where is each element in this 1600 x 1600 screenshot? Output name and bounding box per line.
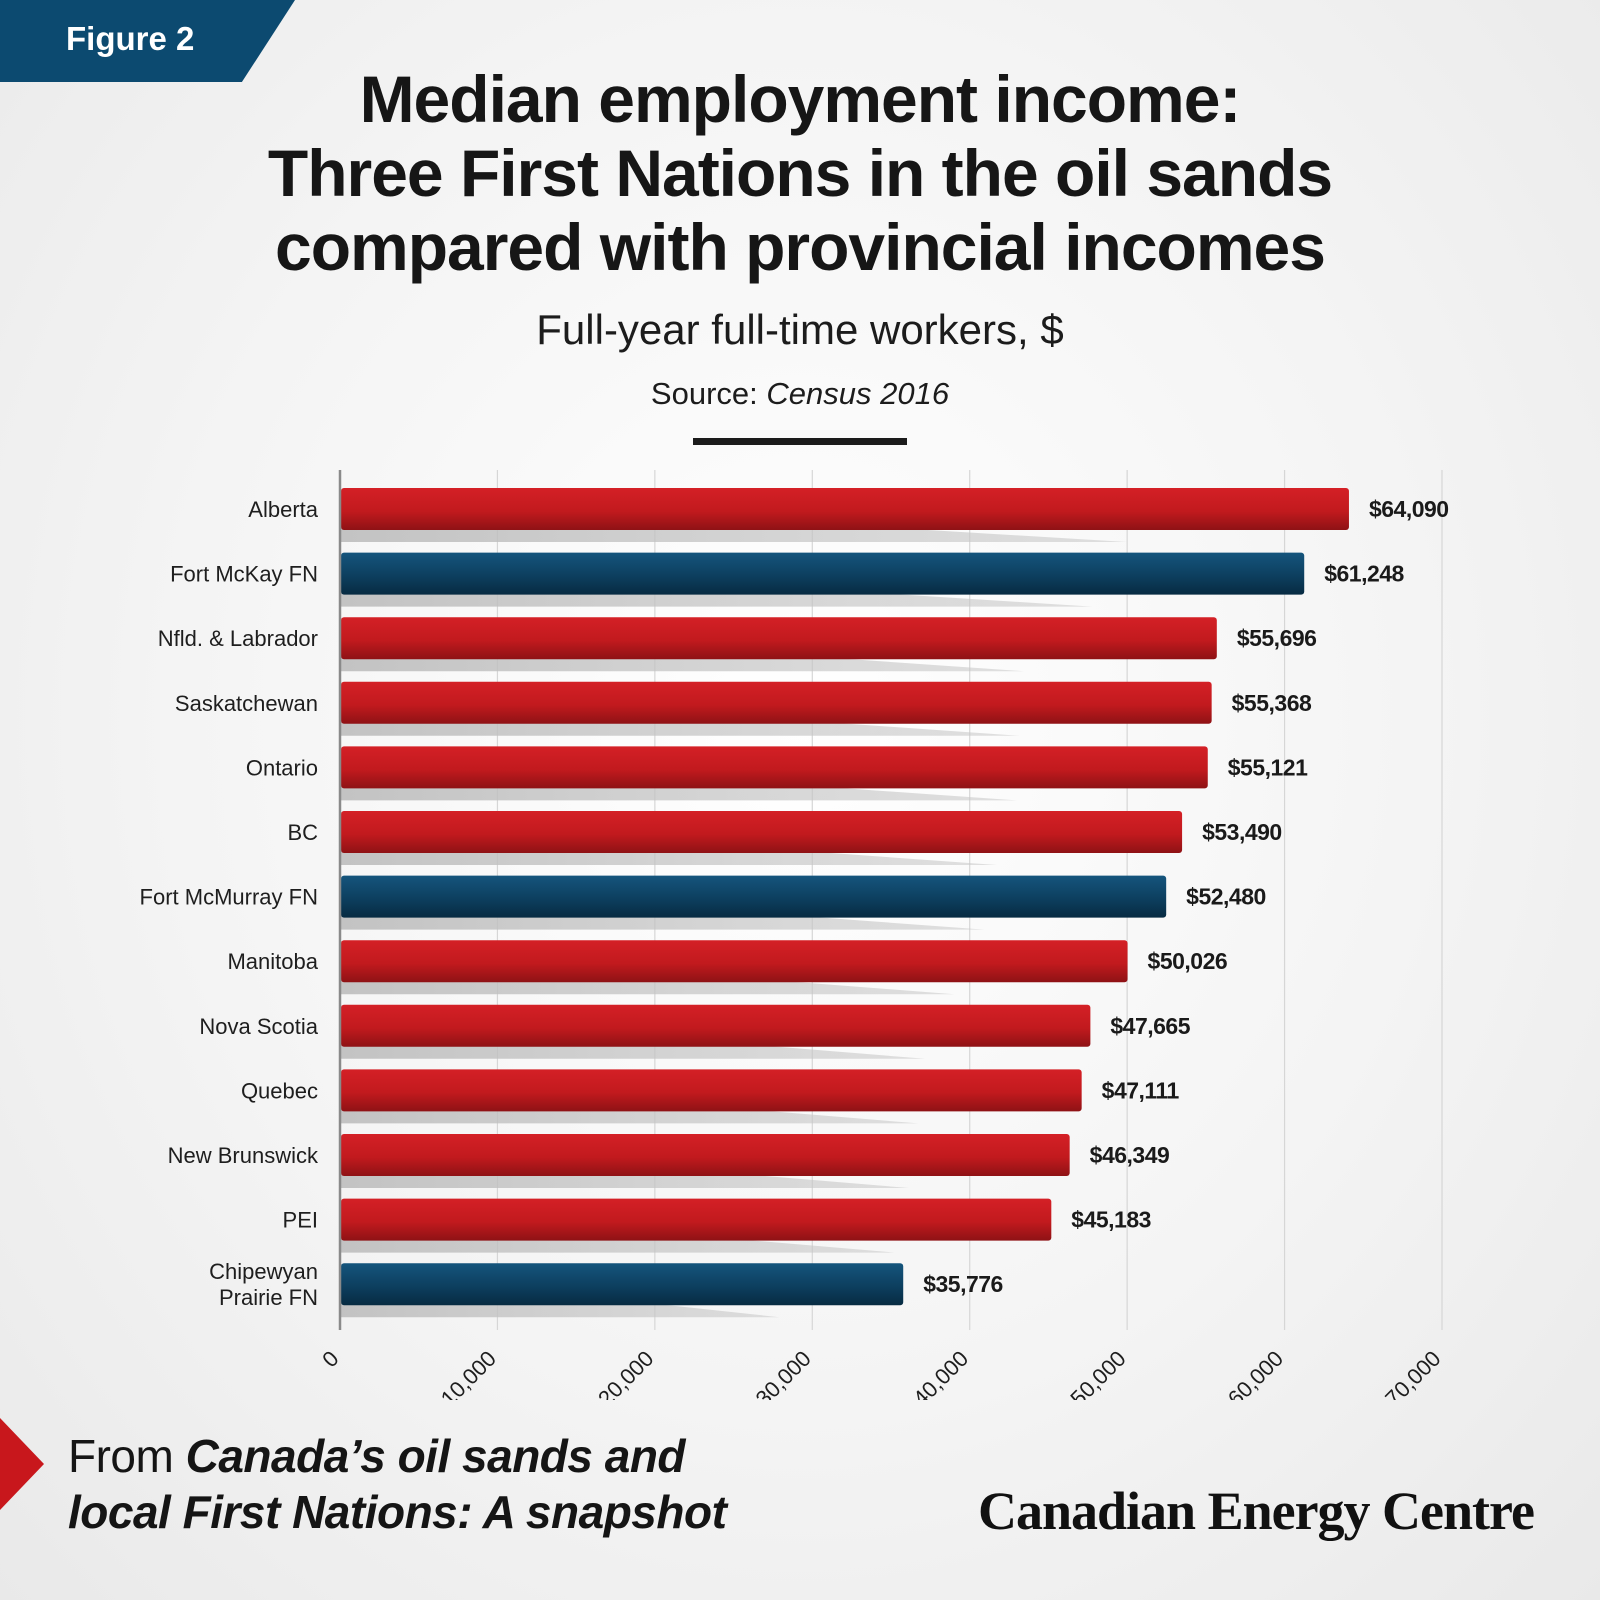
bar-shadow [340, 721, 1020, 736]
value-label: $47,665 [1110, 1013, 1190, 1039]
category-labels: Alberta Fort McKay FN Nfld. & Labrador Sask… [140, 497, 319, 1310]
bar [341, 488, 1349, 530]
category-label-line: Chipewyan [209, 1259, 318, 1284]
bar-shadow [340, 915, 985, 930]
bar-shadow [340, 657, 1024, 672]
category-label-line: BC [287, 820, 318, 845]
category-label: Nova Scotia [199, 1014, 318, 1039]
title-line-3: compared with provincial incomes [275, 210, 1326, 284]
footer-title-line-2: local First Nations: A snapshot [68, 1486, 727, 1538]
bar-shadow [340, 1174, 910, 1188]
bar [341, 1263, 904, 1306]
category-label: New Brunswick [168, 1143, 319, 1168]
footer-prefix: From [68, 1430, 174, 1482]
value-label: $55,121 [1228, 754, 1308, 780]
bar-shadow [340, 1109, 919, 1124]
value-label: $47,111 [1102, 1077, 1180, 1103]
category-label: PEI [283, 1208, 318, 1233]
x-tick-label: 70,000 [1380, 1346, 1445, 1400]
x-tick-label: 10,000 [436, 1346, 501, 1400]
source-label: Source: [650, 376, 758, 411]
value-label: $55,696 [1237, 625, 1317, 651]
value-label: $50,026 [1148, 948, 1228, 974]
category-label-line: Fort McKay FN [170, 562, 318, 587]
value-label: $64,090 [1369, 496, 1449, 522]
bar [341, 1069, 1082, 1112]
value-label: $61,248 [1324, 561, 1404, 587]
bar-chart: Alberta Fort McKay FN Nfld. & Labrador Sask… [140, 470, 1449, 1400]
source-name: Census 2016 [766, 376, 950, 411]
footer-line-2: local First Nations: A snapshot [68, 1484, 727, 1540]
category-label: Fort McKay FN [170, 562, 318, 587]
category-label: Nfld. & Labrador [158, 626, 318, 651]
category-label-line: Saskatchewan [175, 691, 318, 716]
category-label-line: Quebec [241, 1078, 318, 1103]
value-label: $45,183 [1071, 1207, 1151, 1233]
category-label-line: Nova Scotia [199, 1014, 318, 1039]
value-label: $52,480 [1186, 884, 1266, 910]
x-tick-label: 40,000 [908, 1346, 973, 1400]
category-label-line: Ontario [246, 755, 318, 780]
x-tick-labels: 0 10,000 20,000 30,000 40,000 50,000 60,000 70,… [317, 1346, 1445, 1400]
bars [341, 488, 1349, 1306]
source-line: Source: Census 2016 [0, 376, 1600, 412]
category-label: Alberta [248, 497, 318, 522]
title-line-2: Three First Nations in the oil sands [267, 136, 1333, 210]
chart-title: Median employment income: Three First Na… [0, 62, 1600, 284]
value-label: $53,490 [1202, 819, 1282, 845]
bar-shadow [340, 851, 997, 865]
figure-tag-label: Figure 2 [66, 20, 195, 57]
bar-shadow [340, 1303, 780, 1318]
value-label: $46,349 [1090, 1142, 1170, 1168]
category-label: BC [287, 820, 318, 845]
category-label-line: New Brunswick [168, 1143, 319, 1168]
bar-shadow [340, 786, 1017, 801]
category-label: Fort McMurray FN [140, 885, 318, 910]
bar-shadow [340, 592, 1093, 607]
category-label: Chipewyan Prairie FN [209, 1259, 318, 1310]
x-tick-label: 0 [317, 1346, 343, 1372]
x-tick-label: 60,000 [1223, 1346, 1288, 1400]
bar [341, 1004, 1091, 1047]
bar-shadow [340, 980, 955, 995]
brand-logo: Canadian Energy Centre [977, 1481, 1535, 1541]
footer-text: From Canada’s oil sands and local First … [68, 1428, 727, 1540]
footer-arrow-icon [0, 1418, 44, 1510]
chart-subtitle: Full-year full-time workers, $ [536, 306, 1064, 353]
category-label-line: PEI [283, 1208, 318, 1233]
value-label: $55,368 [1232, 690, 1312, 716]
bar [341, 940, 1128, 983]
category-label: Manitoba [227, 949, 318, 974]
bar [341, 746, 1208, 789]
bar [341, 552, 1305, 595]
bar [341, 681, 1212, 724]
title-divider [693, 438, 907, 445]
footer-title-line-1: Canada’s oil sands and [185, 1430, 686, 1482]
value-labels: $64,090 $61,248 $55,696 $55,368 $55,121 $53,4… [923, 496, 1449, 1297]
bar-shadows [340, 528, 1127, 1318]
bar [341, 1198, 1052, 1241]
x-tick-label: 20,000 [593, 1346, 658, 1400]
bar [341, 811, 1183, 853]
bar-shadow [340, 1044, 926, 1059]
category-label-line: Alberta [248, 497, 318, 522]
category-label: Quebec [241, 1078, 318, 1103]
category-label-line: Prairie FN [219, 1285, 318, 1310]
bar-shadow [340, 1238, 895, 1253]
footer-line-1: From Canada’s oil sands and [68, 1428, 726, 1484]
category-label: Ontario [246, 755, 318, 780]
figure-tag: Figure 2 [0, 0, 295, 82]
x-tick-label: 50,000 [1065, 1346, 1130, 1400]
bar [341, 875, 1167, 918]
value-label: $35,776 [923, 1271, 1003, 1297]
bar-shadow [340, 528, 1127, 542]
bar [341, 1134, 1070, 1176]
category-label-line: Fort McMurray FN [140, 885, 318, 910]
bar [341, 617, 1217, 660]
category-label: Saskatchewan [175, 691, 318, 716]
x-tick-label: 30,000 [751, 1346, 816, 1400]
category-label-line: Nfld. & Labrador [158, 626, 318, 651]
title-line-1: Median employment income: [359, 62, 1242, 136]
category-label-line: Manitoba [227, 949, 318, 974]
